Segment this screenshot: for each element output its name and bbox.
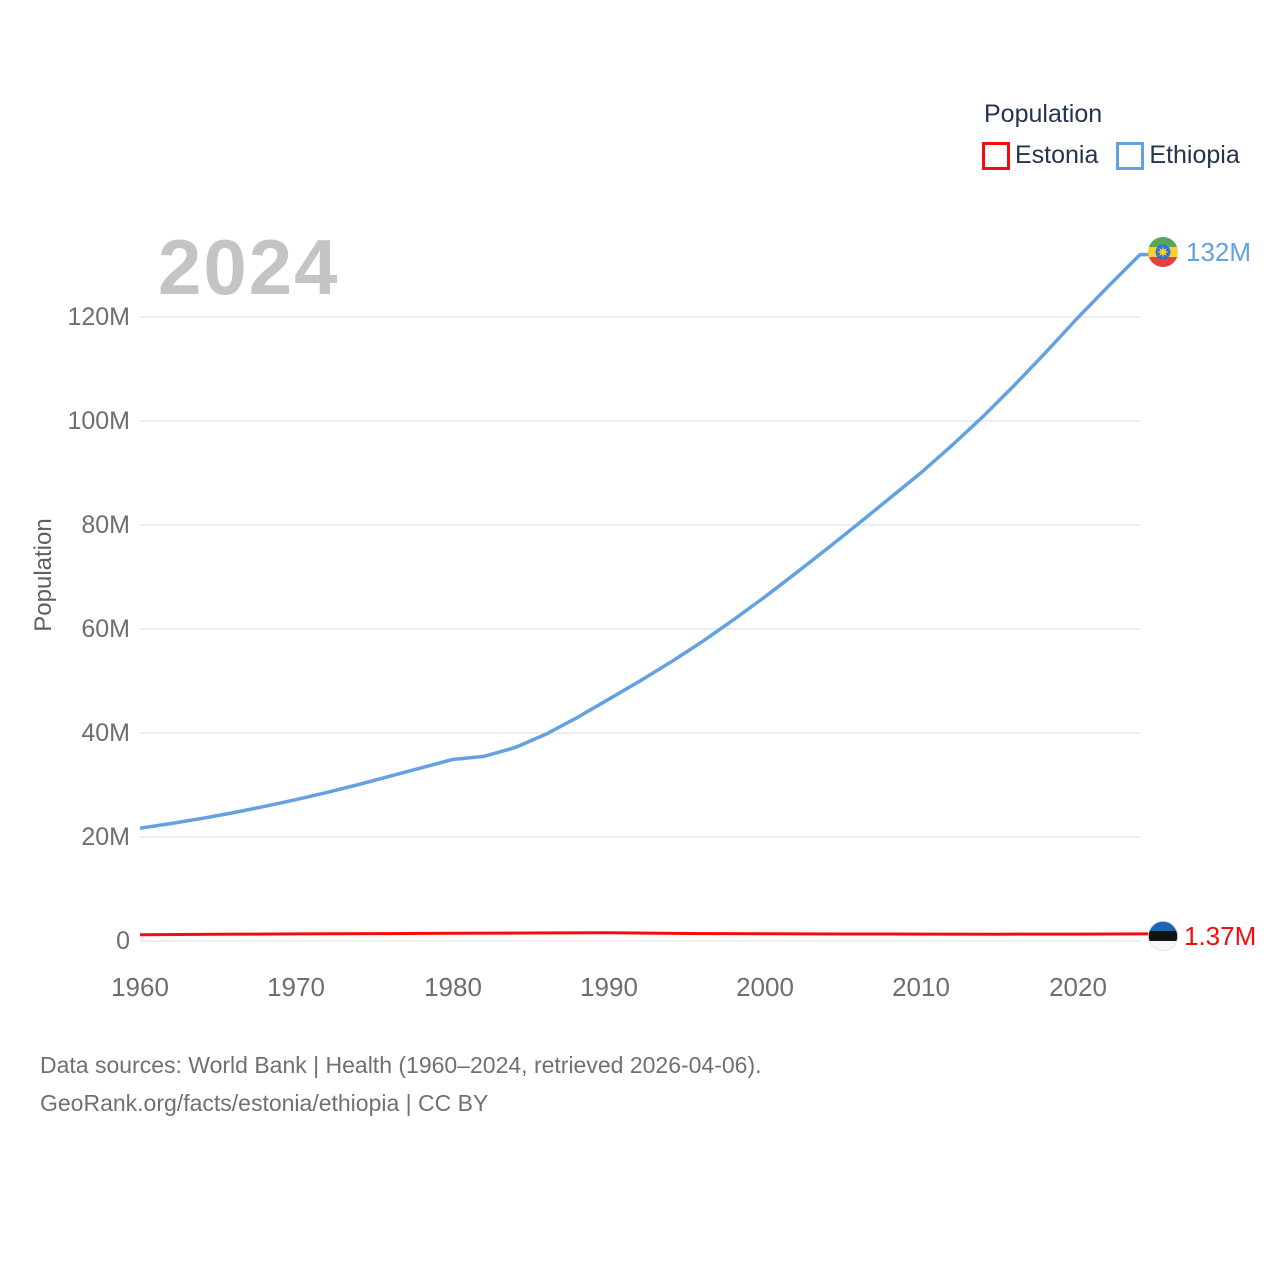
line-chart-plot-area xyxy=(139,252,1150,942)
legend-items: Estonia Ethiopia xyxy=(982,141,1240,170)
x-tick-1960: 1960 xyxy=(111,972,169,1002)
x-tick-1980: 1980 xyxy=(424,972,482,1002)
x-tick-1990: 1990 xyxy=(580,972,638,1002)
ethiopia-line[interactable] xyxy=(139,252,1150,830)
x-tick-2000: 2000 xyxy=(736,972,794,1002)
x-tick-2020: 2020 xyxy=(1049,972,1107,1002)
legend: Population Estonia Ethiopia xyxy=(982,100,1240,170)
legend-item-estonia[interactable]: Estonia xyxy=(982,141,1098,170)
estonia-swatch-icon[interactable] xyxy=(982,141,1010,170)
data-sources-text: Data sources: World Bank | Health (1960–… xyxy=(40,1052,762,1078)
footer-attribution: Data sources: World Bank | Health (1960–… xyxy=(40,1046,762,1122)
estonia-value-label: 1.37M xyxy=(1184,921,1257,951)
x-tick-1970: 1970 xyxy=(267,972,325,1002)
y-tick-20m: 20M xyxy=(81,823,130,851)
y-tick-120m: 120M xyxy=(67,303,130,331)
legend-label-ethiopia: Ethiopia xyxy=(1149,141,1240,169)
legend-label-estonia: Estonia xyxy=(1015,141,1099,169)
y-tick-40m: 40M xyxy=(81,719,130,747)
x-tick-2010: 2010 xyxy=(892,972,950,1002)
estonia-line[interactable] xyxy=(139,931,1150,937)
chart-year-watermark: 2024 xyxy=(158,223,340,311)
y-tick-80m: 80M xyxy=(81,511,130,539)
ethiopia-flag-icon xyxy=(1148,237,1178,267)
legend-item-ethiopia[interactable]: Ethiopia xyxy=(1116,141,1240,170)
source-url-text: GeoRank.org/facts/estonia/ethiopia | CC … xyxy=(40,1090,489,1116)
legend-title: Population xyxy=(984,100,1103,128)
y-tick-60m: 60M xyxy=(81,615,130,643)
y-tick-100m: 100M xyxy=(67,407,130,435)
y-tick-0: 0 xyxy=(116,927,130,955)
ethiopia-swatch-icon[interactable] xyxy=(1116,141,1145,170)
estonia-flag-icon xyxy=(1148,921,1178,951)
ethiopia-value-label: 132M xyxy=(1186,237,1252,267)
gridlines xyxy=(140,316,1140,942)
